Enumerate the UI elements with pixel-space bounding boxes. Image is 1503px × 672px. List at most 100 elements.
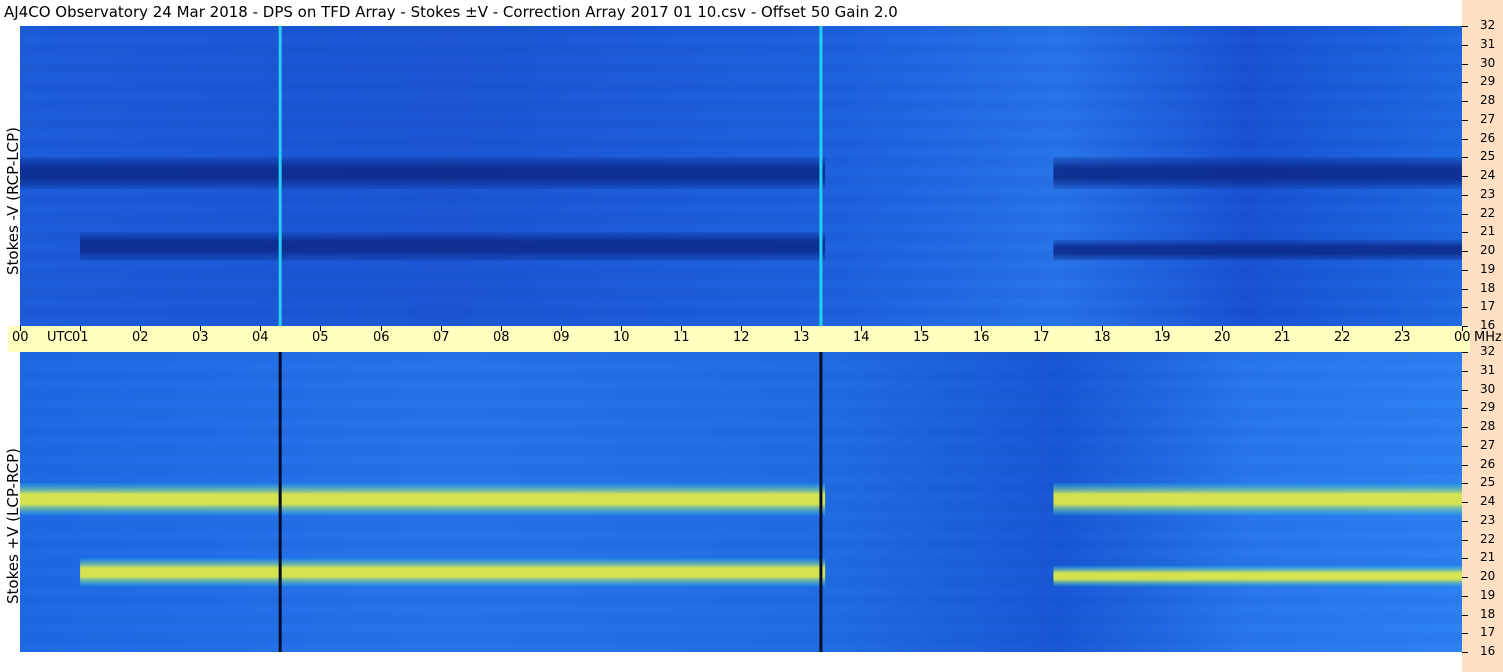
frequency-tick-label: 19 xyxy=(1480,588,1496,602)
vertical-line xyxy=(278,352,282,652)
stripe xyxy=(20,222,1462,233)
time-tick-label: 14 xyxy=(853,330,870,345)
time-tick xyxy=(621,326,622,331)
time-tick xyxy=(681,326,682,331)
vertical-line xyxy=(819,352,823,652)
frequency-tick xyxy=(1462,390,1468,391)
frequency-tick xyxy=(1462,652,1468,653)
frequency-tick-label: 23 xyxy=(1480,187,1496,201)
stripe xyxy=(20,436,1462,446)
time-tick xyxy=(260,326,261,331)
stripe xyxy=(20,213,1462,223)
time-tick xyxy=(80,326,81,331)
mhz-unit-label: MHz xyxy=(1474,330,1502,345)
frequency-tick xyxy=(1462,251,1468,252)
spectral-band xyxy=(1053,565,1462,587)
stripe xyxy=(20,316,1462,326)
stripe xyxy=(20,147,1462,158)
frequency-tick-label: 17 xyxy=(1480,299,1496,313)
stripe xyxy=(20,389,1462,399)
time-tick xyxy=(801,326,802,331)
stripe xyxy=(20,455,1462,465)
frequency-tick xyxy=(1462,176,1468,177)
frequency-tick-label: 27 xyxy=(1480,112,1496,126)
stripe xyxy=(20,370,1462,381)
time-tick-label: 02 xyxy=(132,330,149,345)
frequency-tick xyxy=(1462,195,1468,196)
frequency-tick xyxy=(1462,483,1468,484)
frequency-tick-label: 24 xyxy=(1480,494,1496,508)
stripe xyxy=(20,35,1462,45)
frequency-tick xyxy=(1462,446,1468,447)
frequency-tick-label: 17 xyxy=(1480,625,1496,639)
time-tick xyxy=(1102,326,1103,331)
frequency-tick-label: 20 xyxy=(1480,243,1496,257)
stripe xyxy=(20,101,1462,111)
stripe xyxy=(20,595,1462,606)
stripe xyxy=(20,473,1462,484)
frequency-tick xyxy=(1462,232,1468,233)
stripe xyxy=(20,260,1462,270)
frequency-tick-label: 30 xyxy=(1480,56,1496,70)
time-tick-label: 08 xyxy=(493,330,510,345)
stripe xyxy=(20,279,1462,289)
stripe xyxy=(20,119,1462,130)
frequency-tick-label: 30 xyxy=(1480,382,1496,396)
frequency-tick xyxy=(1462,214,1468,215)
stripe xyxy=(20,445,1462,456)
frequency-tick-label: 21 xyxy=(1480,550,1496,564)
time-tick xyxy=(1462,326,1463,331)
time-tick xyxy=(1282,326,1283,331)
time-tick xyxy=(861,326,862,331)
spectral-band xyxy=(1053,483,1462,516)
stripe xyxy=(20,520,1462,531)
time-tick-label: 23 xyxy=(1394,330,1411,345)
frequency-tick xyxy=(1462,101,1468,102)
frequency-tick xyxy=(1462,82,1468,83)
frequency-tick-label: 31 xyxy=(1480,37,1496,51)
time-tick-label: 17 xyxy=(1033,330,1050,345)
time-tick xyxy=(561,326,562,331)
stripe xyxy=(20,408,1462,418)
frequency-tick xyxy=(1462,289,1468,290)
frequency-tick-label: 18 xyxy=(1480,281,1496,295)
spectral-band xyxy=(20,157,826,190)
stokes-minus-v-spectrogram xyxy=(20,26,1462,326)
top-heatmap-svg xyxy=(20,26,1462,326)
frequency-tick-label: 16 xyxy=(1480,318,1496,332)
time-tick-label: 00 xyxy=(12,330,29,345)
stripe xyxy=(20,623,1462,634)
stripe xyxy=(20,586,1462,596)
frequency-tick-label: 21 xyxy=(1480,224,1496,238)
frequency-tick-label: 31 xyxy=(1480,363,1496,377)
frequency-tick-label: 29 xyxy=(1480,74,1496,88)
frequency-tick-label: 28 xyxy=(1480,419,1496,433)
time-tick xyxy=(320,326,321,331)
time-tick-label: 06 xyxy=(373,330,390,345)
frequency-tick-label: 28 xyxy=(1480,93,1496,107)
frequency-tick xyxy=(1462,540,1468,541)
stripe xyxy=(20,614,1462,624)
frequency-tick xyxy=(1462,408,1468,409)
stripe xyxy=(20,91,1462,101)
frequency-tick-label: 22 xyxy=(1480,206,1496,220)
frequency-tick-label: 16 xyxy=(1480,644,1496,658)
frequency-tick-label: 29 xyxy=(1480,400,1496,414)
time-tick-label: 01 xyxy=(72,330,89,345)
frequency-tick xyxy=(1462,326,1468,327)
time-tick xyxy=(200,326,201,331)
utc-unit-label: UTC xyxy=(47,330,73,345)
time-tick xyxy=(1162,326,1163,331)
frequency-tick xyxy=(1462,270,1468,271)
frequency-tick xyxy=(1462,633,1468,634)
spectral-band xyxy=(80,232,826,261)
stripe xyxy=(20,138,1462,148)
frequency-tick-label: 26 xyxy=(1480,131,1496,145)
stripe xyxy=(20,539,1462,549)
time-tick-label: 21 xyxy=(1274,330,1291,345)
stripe xyxy=(20,633,1462,643)
frequency-tick xyxy=(1462,577,1468,578)
stripe xyxy=(20,511,1462,521)
stripe xyxy=(20,72,1462,83)
time-tick-label: 18 xyxy=(1094,330,1111,345)
